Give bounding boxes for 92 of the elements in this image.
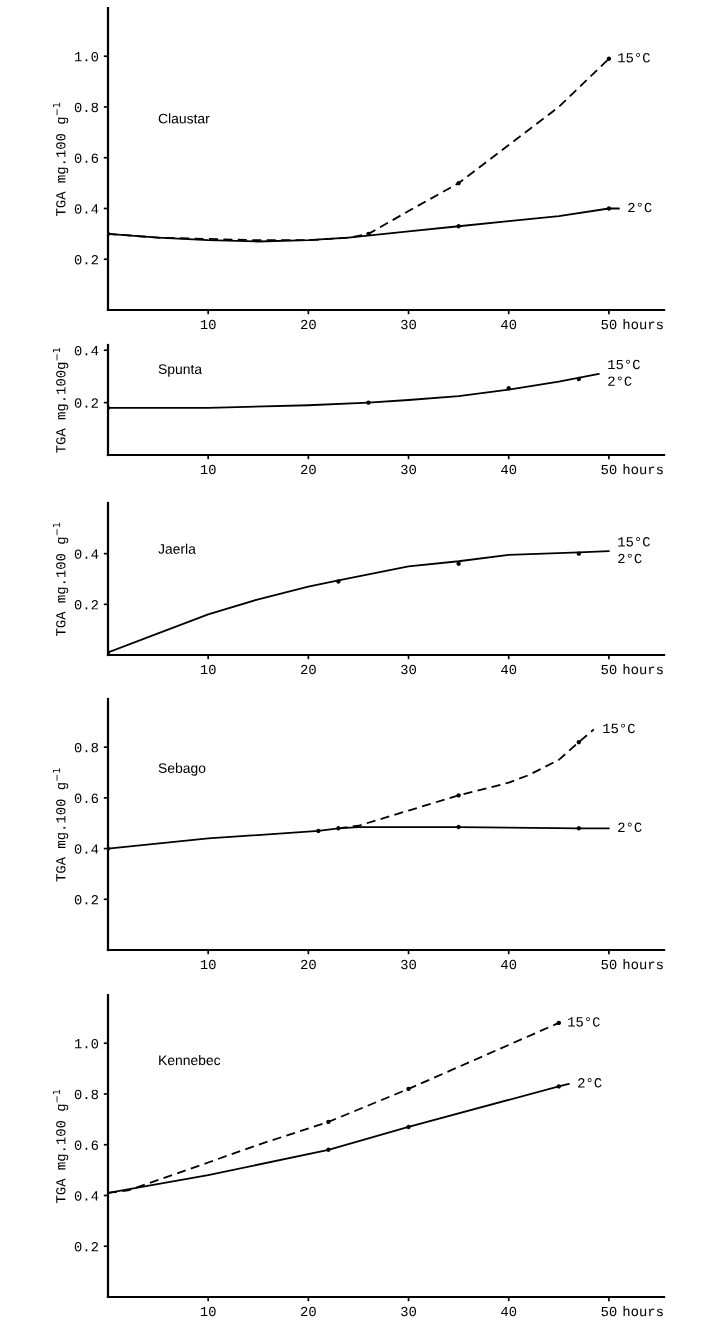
text: Claustar [158,113,210,124]
x-tick-label: 50 [601,664,617,675]
point [456,824,461,830]
point [576,739,582,745]
x-tick-label: 50 [601,959,617,970]
point [556,1084,562,1089]
y-tick-label: 1.0 [74,1038,99,1049]
point [326,1119,331,1125]
x-tick-label: 30 [401,319,417,330]
y-tick-label: 0.4 [74,204,99,214]
y-axis-title: TGA mg.100 g$^{−1}$ [52,522,69,636]
annotation: 2°C [618,553,642,564]
x-axis-title: hours [623,959,663,970]
y-tick-label: 0.2 [74,398,98,408]
series-label: 15°C [568,1017,600,1027]
x-axis-title: hours [623,319,663,330]
text: Kennebec [159,1054,221,1066]
series-label: 15°C [618,53,650,63]
point [506,386,511,391]
point [606,206,612,211]
y-tick-label: 0.8 [74,102,99,113]
x-axis-title: hours [623,464,663,475]
point [576,376,582,382]
x-tick-label: 30 [401,464,417,475]
x-tick-label: 40 [501,959,517,970]
y-tick-label: 0.8 [74,742,99,753]
y-tick-label: 0.4 [74,549,99,559]
x-tick-label: 20 [301,1306,316,1317]
x-tick-label: 20 [301,664,316,675]
text: Spunta [158,364,203,377]
series-label: 2°C [618,822,642,833]
series-label: 15°C [603,723,635,734]
point [406,1086,411,1092]
point [326,1147,331,1152]
point [456,224,461,229]
x-tick-label: 40 [501,464,517,475]
x-tick-label: 10 [200,1306,216,1317]
series-label: 2°C [578,1078,602,1088]
series-label: 2°C [628,202,652,213]
y-tick-label: 0.4 [74,345,99,356]
x-tick-label: 20 [301,319,316,330]
y-tick-label: 1.0 [74,51,99,62]
point [576,826,582,831]
point [316,828,321,834]
x-tick-label: 40 [501,319,517,330]
y-axis-title: TGA mg.100 g$^{−1}$ [52,1089,69,1203]
point [606,56,612,61]
point [556,1020,562,1026]
y-axis-title: TGA mg.100 g$^{−1}$ [52,768,69,882]
point [336,579,341,584]
annotation: 15°C [608,359,640,370]
y-tick-label: 0.2 [74,1241,98,1252]
point [456,793,461,798]
x-tick-label: 10 [200,664,216,675]
x-tick-label: 10 [200,464,216,475]
y-tick-label: 0.8 [74,1089,99,1100]
y-tick-label: 0.6 [74,793,99,804]
point [108,650,111,655]
point [366,400,371,405]
y-axis-title: TGA mg.100g$^{−1}$ [52,348,69,453]
x-tick-label: 40 [501,664,517,675]
x-tick-label: 40 [501,1306,517,1317]
annotation: 2°C [608,376,632,386]
x-tick-label: 10 [200,959,216,970]
point [108,846,111,851]
x-tick-label: 50 [601,1306,617,1317]
y-tick-label: 0.4 [74,844,99,854]
x-axis-title: hours [623,664,663,675]
text: Jaerla [158,543,196,554]
y-axis-title: TGA mg.100 g$^{−1}$ [52,102,69,216]
x-tick-label: 30 [401,664,417,675]
annotation: 15°C [618,537,650,547]
y-tick-label: 0.6 [74,153,99,163]
y-tick-label: 0.6 [74,1140,99,1150]
x-axis-title: hours [623,1306,663,1317]
x-tick-label: 20 [301,464,316,475]
text: Sebago [158,762,206,776]
point [456,180,461,186]
point [576,551,582,556]
y-tick-label: 0.2 [74,254,98,265]
x-tick-label: 30 [401,1306,417,1317]
y-tick-label: 0.4 [74,1191,99,1201]
x-tick-label: 10 [200,319,216,330]
x-tick-label: 50 [601,319,617,330]
x-tick-label: 50 [601,464,617,475]
point [336,826,341,831]
point [406,1124,411,1130]
y-tick-label: 0.2 [74,600,98,610]
y-tick-label: 0.2 [74,895,98,905]
x-tick-label: 20 [301,959,316,970]
point [456,561,461,566]
x-tick-label: 30 [401,959,417,970]
